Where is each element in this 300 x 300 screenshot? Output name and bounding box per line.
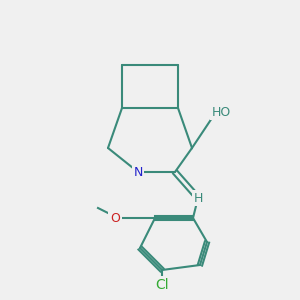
- Text: Cl: Cl: [155, 278, 169, 292]
- Text: H: H: [193, 191, 203, 205]
- Text: N: N: [133, 166, 143, 178]
- Text: HO: HO: [212, 106, 231, 118]
- Text: O: O: [110, 212, 120, 224]
